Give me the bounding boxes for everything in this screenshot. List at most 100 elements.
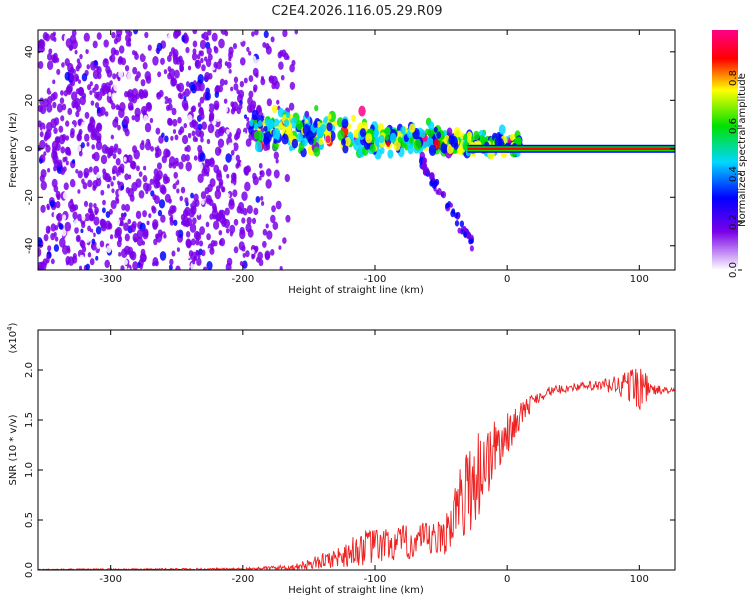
noise-cell	[278, 61, 284, 70]
noise-cell	[114, 116, 119, 123]
noise-cell	[142, 228, 149, 237]
noise-cell	[240, 65, 244, 72]
band-cell	[427, 128, 434, 138]
noise-cell	[65, 260, 70, 266]
band-cell	[374, 129, 380, 136]
noise-cell	[65, 135, 70, 141]
noise-cell	[91, 144, 95, 150]
noise-cell	[128, 136, 134, 144]
noise-cell	[93, 151, 100, 162]
noise-cell	[199, 240, 204, 247]
noise-cell	[172, 183, 177, 190]
band-cell	[308, 136, 314, 145]
noise-cell	[200, 191, 207, 200]
noise-cell	[262, 228, 268, 236]
noise-cell	[107, 176, 112, 183]
noise-cell	[113, 143, 119, 151]
noise-cell	[233, 76, 239, 84]
noise-cell	[213, 220, 220, 230]
noise-cell	[220, 126, 226, 134]
noise-cell	[218, 84, 224, 93]
noise-cell	[49, 32, 56, 41]
band-cell	[313, 146, 321, 157]
noise-cell	[241, 245, 246, 252]
noise-cell	[38, 237, 43, 246]
noise-cell	[153, 140, 158, 148]
noise-cell	[190, 205, 197, 215]
noise-cell	[124, 173, 129, 181]
noise-cell	[52, 101, 57, 109]
noise-cell	[209, 247, 215, 255]
noise-cell	[121, 213, 126, 221]
noise-cell	[134, 135, 138, 141]
noise-cell	[217, 138, 225, 148]
band-cell	[337, 129, 345, 141]
noise-cell	[86, 142, 90, 147]
noise-cell	[72, 211, 78, 220]
noise-cell	[95, 255, 99, 261]
noise-cell	[193, 255, 197, 262]
noise-cell	[102, 58, 109, 68]
noise-cell	[202, 266, 208, 270]
noise-cell	[187, 65, 192, 71]
noise-cell	[61, 228, 67, 237]
band-cell	[301, 137, 308, 147]
branch-cell	[429, 172, 435, 180]
noise-cell	[185, 81, 190, 88]
noise-cell	[124, 91, 129, 98]
noise-cell	[196, 257, 202, 266]
noise-cell	[279, 192, 285, 200]
noise-cell	[142, 175, 148, 183]
noise-cell	[46, 96, 53, 105]
noise-cell	[130, 161, 137, 170]
noise-cell	[241, 191, 248, 201]
branch-cell	[434, 178, 440, 186]
noise-cell	[143, 48, 148, 56]
noise-cell	[134, 50, 138, 56]
x-tick-label: -100	[364, 274, 387, 285]
noise-cell	[214, 189, 222, 200]
noise-cell	[255, 58, 262, 69]
noise-cell	[228, 56, 232, 62]
noise-cell	[239, 261, 244, 267]
snr-series-line	[38, 368, 675, 570]
noise-cell	[191, 119, 197, 128]
noise-cell	[117, 124, 121, 131]
noise-cell	[244, 168, 249, 176]
band-cell	[365, 133, 373, 144]
noise-cell	[144, 70, 151, 81]
noise-cell	[190, 106, 195, 113]
noise-cell	[145, 101, 153, 112]
noise-cell	[109, 234, 114, 240]
noise-cell	[192, 259, 196, 265]
noise-cell	[167, 117, 173, 126]
colorbar-tick-label: 0.2	[728, 214, 739, 230]
noise-cell	[232, 233, 238, 242]
noise-cell	[77, 189, 81, 194]
noise-cell	[164, 135, 169, 143]
noise-cell	[239, 229, 246, 240]
noise-cell	[50, 258, 55, 265]
noise-cell	[198, 50, 202, 56]
band-cell	[351, 114, 356, 122]
noise-cell	[203, 103, 210, 112]
noise-cell	[49, 199, 55, 208]
noise-cell	[112, 153, 117, 160]
noise-cell	[150, 66, 155, 73]
noise-cell	[165, 176, 171, 184]
noise-cell	[266, 98, 272, 107]
noise-cell	[69, 34, 77, 45]
noise-cell	[167, 103, 173, 111]
noise-cell	[128, 42, 132, 47]
noise-cell	[223, 219, 231, 229]
band-cell	[428, 121, 435, 131]
noise-cell	[284, 174, 291, 183]
noise-cell	[152, 55, 159, 66]
noise-cell	[100, 154, 108, 165]
band-cell	[393, 140, 401, 151]
noise-cell	[163, 69, 168, 75]
noise-cell	[78, 87, 85, 97]
noise-cell	[175, 265, 181, 270]
noise-cell	[236, 89, 240, 95]
noise-cell	[226, 193, 230, 198]
